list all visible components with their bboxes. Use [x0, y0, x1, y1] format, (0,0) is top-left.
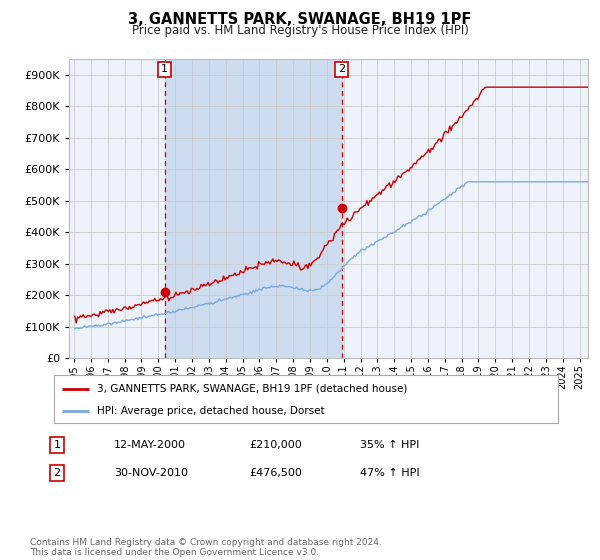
Text: Price paid vs. HM Land Registry's House Price Index (HPI): Price paid vs. HM Land Registry's House …	[131, 24, 469, 36]
Bar	[164, 59, 341, 358]
Text: 35% ↑ HPI: 35% ↑ HPI	[360, 440, 419, 450]
Text: 2: 2	[53, 468, 61, 478]
Text: 3, GANNETTS PARK, SWANAGE, BH19 1PF: 3, GANNETTS PARK, SWANAGE, BH19 1PF	[128, 12, 472, 27]
Text: 3, GANNETTS PARK, SWANAGE, BH19 1PF (detached house): 3, GANNETTS PARK, SWANAGE, BH19 1PF (det…	[97, 384, 407, 394]
Text: 1: 1	[161, 64, 168, 74]
Text: 47% ↑ HPI: 47% ↑ HPI	[360, 468, 419, 478]
Text: £210,000: £210,000	[249, 440, 302, 450]
Text: 12-MAY-2000: 12-MAY-2000	[114, 440, 186, 450]
Text: £476,500: £476,500	[249, 468, 302, 478]
Text: 2: 2	[338, 64, 345, 74]
Text: 30-NOV-2010: 30-NOV-2010	[114, 468, 188, 478]
Text: 1: 1	[53, 440, 61, 450]
Text: Contains HM Land Registry data © Crown copyright and database right 2024.
This d: Contains HM Land Registry data © Crown c…	[30, 538, 382, 557]
Text: HPI: Average price, detached house, Dorset: HPI: Average price, detached house, Dors…	[97, 406, 325, 416]
